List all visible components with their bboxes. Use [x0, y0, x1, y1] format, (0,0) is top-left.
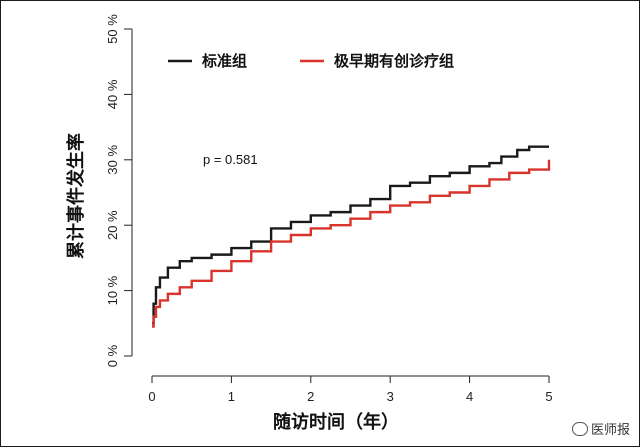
legend: 标准组 极早期有创诊疗组 [168, 52, 454, 70]
legend-label: 极早期有创诊疗组 [334, 52, 454, 70]
y-tick-label: 30 % [105, 145, 120, 175]
x-tick-label: 1 [228, 389, 235, 404]
y-tick-label: 10 % [105, 275, 120, 305]
x-tick-label: 3 [387, 389, 394, 404]
p-value-annotation: p = 0.581 [203, 152, 258, 167]
x-tick-label: 0 [148, 389, 155, 404]
y-tick-label: 40 % [105, 79, 120, 109]
watermark-label: 医师报 [590, 423, 630, 438]
x-tick-label: 4 [466, 389, 473, 404]
series-line-early-invasive [152, 159, 551, 328]
axes: 0 % 10 % 20 % 30 % 40 % 50 % 0 1 2 3 4 5 [105, 14, 553, 404]
x-axis-label: 随访时间（年） [273, 411, 399, 433]
watermark: 医师报 [571, 419, 630, 438]
y-tick-label: 20 % [105, 210, 120, 240]
legend-label: 标准组 [201, 52, 247, 70]
x-tick-label: 5 [545, 389, 552, 404]
series-line-standard [152, 145, 549, 325]
y-tick-label: 50 % [105, 14, 120, 44]
wechat-icon [571, 421, 588, 436]
y-axis-label: 累计事件发生率 [65, 133, 87, 259]
series-lines [152, 145, 551, 328]
x-tick-label: 2 [307, 389, 314, 404]
y-tick-label: 0 % [105, 344, 120, 367]
